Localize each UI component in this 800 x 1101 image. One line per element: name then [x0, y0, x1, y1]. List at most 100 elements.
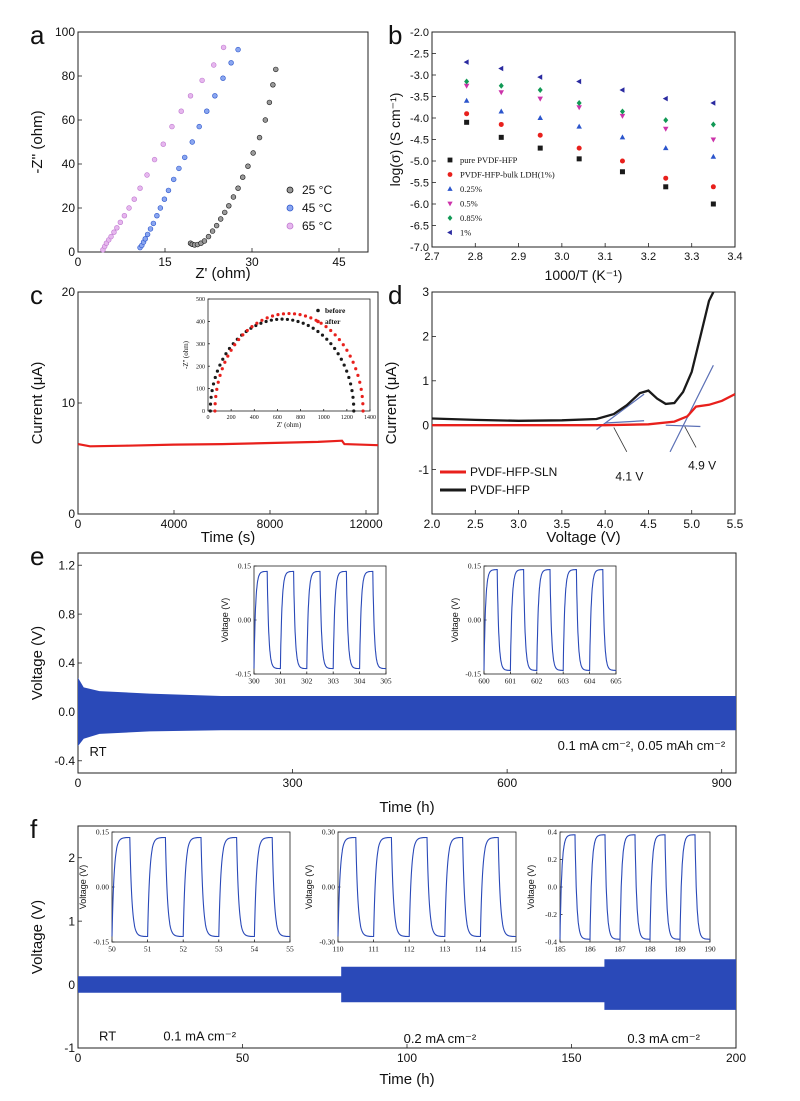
- panel-a-data-point: [228, 60, 234, 66]
- x-tick-label: 603: [558, 677, 570, 686]
- y-tick-label: -0.15: [235, 670, 251, 679]
- x-tick-label: 0: [75, 517, 82, 531]
- panel-a-data-point: [137, 185, 143, 191]
- y-tick-label: -3.0: [410, 70, 429, 82]
- panel-a-data-point: [217, 216, 224, 222]
- panel-c-inset-data-point: [233, 343, 237, 347]
- panel-c-inset-data-point: [306, 323, 310, 328]
- y-tick-label: 0.8: [58, 607, 75, 621]
- panel-a-letter: a: [30, 20, 45, 50]
- panel-f-voltage-band: [78, 959, 736, 1010]
- panel-c-inset-data-point: [354, 367, 358, 371]
- y-tick-label: 500: [196, 297, 205, 303]
- panel-c-inset-data-point: [221, 357, 225, 361]
- panel-e-annotation-rate: 0.1 mA cm⁻², 0.05 mAh cm⁻²: [558, 738, 726, 753]
- panel-b-data-point: [464, 119, 470, 125]
- panel-a-data-point: [226, 203, 232, 209]
- panel-c-inset-legend-label: after: [325, 317, 341, 326]
- panel-e-x-axis-label: Time (h): [379, 799, 434, 816]
- panel-b-data-point: [464, 78, 470, 85]
- panel-c-inset-data-point: [324, 325, 328, 329]
- y-tick-label: 0.2: [548, 855, 558, 864]
- x-tick-label: 301: [275, 677, 287, 686]
- y-tick-label: 20: [62, 285, 76, 299]
- panel-b-legend-marker: [447, 229, 452, 236]
- panel-b-data-point: [619, 134, 626, 140]
- panel-a-legend-label: 45 °C: [302, 201, 332, 215]
- inset-voltage-trace: [337, 836, 516, 938]
- y-tick-label: 0.4: [58, 656, 75, 670]
- x-tick-label: 3.0: [510, 517, 527, 531]
- panel-a-y-axis-label: -Z'' (ohm): [29, 110, 46, 173]
- panel-b-legend-label: 0.85%: [460, 213, 482, 223]
- panel-a-data-point: [235, 46, 241, 53]
- panel-d-legend-label: PVDF-HFP: [470, 483, 530, 497]
- panel-c-inset-axes: 0 200 400 600 800 1000 1200 1400 0 100 200 300 400 50…: [182, 297, 376, 429]
- panel-a-data-point: [147, 226, 154, 232]
- x-tick-label: 188: [644, 945, 656, 954]
- panel-b-data-point: [619, 113, 626, 119]
- panel-c-inset-data-point: [275, 317, 279, 322]
- panel-a-data-point: [142, 236, 148, 242]
- x-tick-label: 601: [505, 677, 517, 686]
- panel-c-inset-data-point: [361, 402, 365, 406]
- panel-b-data-point: [710, 201, 716, 207]
- panel-c-inset-data-point: [287, 311, 291, 316]
- x-tick-label: 600: [478, 677, 490, 686]
- panel-a-data-point: [222, 209, 228, 216]
- panel-c-inset-data-point: [350, 388, 354, 393]
- panel-a-data-point: [230, 194, 237, 200]
- panel-c-letter: c: [30, 280, 43, 310]
- panel-d-annotation-4-9v: 4.9 V: [688, 459, 716, 473]
- inset-voltage-trace: [483, 569, 616, 671]
- x-tick-label: 50: [236, 1051, 250, 1065]
- panel-e-axes: 0 300 600 900 -0.4 0.0 0.4 0.8 1.2 e Time (h) Volta…: [29, 541, 737, 816]
- panel-b-data-point: [537, 132, 543, 138]
- panel-b-data-point: [576, 123, 582, 129]
- y-tick-label: -0.15: [465, 670, 481, 679]
- panel-a-data-point: [111, 229, 117, 235]
- x-tick-label: 300: [283, 776, 303, 790]
- panel-a-data-point: [176, 165, 182, 172]
- panel-c-inset-data-point: [208, 402, 213, 406]
- x-tick-label: 2.5: [467, 517, 484, 531]
- x-tick-label: 55: [286, 945, 294, 954]
- x-tick-label: 52: [179, 945, 187, 954]
- panel-b-data-point: [619, 87, 625, 93]
- x-tick-label: 304: [354, 677, 366, 686]
- panel-c-inset-data-point: [223, 360, 227, 364]
- panel-c-inset-x-axis-label: Z' (ohm): [277, 421, 302, 429]
- y-tick-label: -0.30: [319, 938, 335, 947]
- panel-b-legend-marker: [447, 157, 453, 163]
- y-tick-label: 100: [196, 387, 205, 393]
- y-tick-label: 200: [196, 364, 205, 370]
- panel-e-inset-300h: 300 301 302 303 304 305 0.15 0.00 -0.15 Voltage (…: [220, 562, 392, 686]
- x-tick-label: 3.5: [554, 517, 571, 531]
- y-tick-label: -0.4: [545, 938, 557, 947]
- panel-c-inset-data-point: [352, 409, 356, 413]
- panel-b-y-axis-label: log(σ) (S cm⁻¹): [387, 93, 403, 187]
- x-tick-label: 8000: [257, 517, 284, 531]
- panel-c-inset-data-point: [291, 318, 295, 322]
- x-tick-label: 303: [328, 677, 340, 686]
- panel-b-data-point: [710, 153, 717, 159]
- panel-c-inset-data-point: [245, 328, 249, 333]
- panel-c-inset-data-point: [320, 333, 325, 337]
- y-tick-label: -2.5: [410, 48, 429, 60]
- panel-d-annotation-pointer: [684, 426, 697, 448]
- panel-b-series-3: 0.5%: [447, 83, 717, 209]
- panel-b-data-point: [537, 96, 543, 102]
- inset-voltage-trace: [111, 836, 290, 938]
- x-tick-label: 15: [158, 255, 172, 269]
- x-tick-label: 111: [368, 945, 379, 954]
- panel-a-data-point: [131, 196, 137, 202]
- x-tick-label: 190: [704, 945, 716, 954]
- x-tick-label: 113: [439, 945, 450, 954]
- panel-b-data-point: [537, 115, 543, 120]
- panel-c-inset-data-point: [351, 402, 356, 406]
- panel-c-inset-data-point: [342, 363, 346, 367]
- panel-c-inset-data-point: [316, 329, 320, 334]
- y-tick-label: 300: [196, 342, 205, 348]
